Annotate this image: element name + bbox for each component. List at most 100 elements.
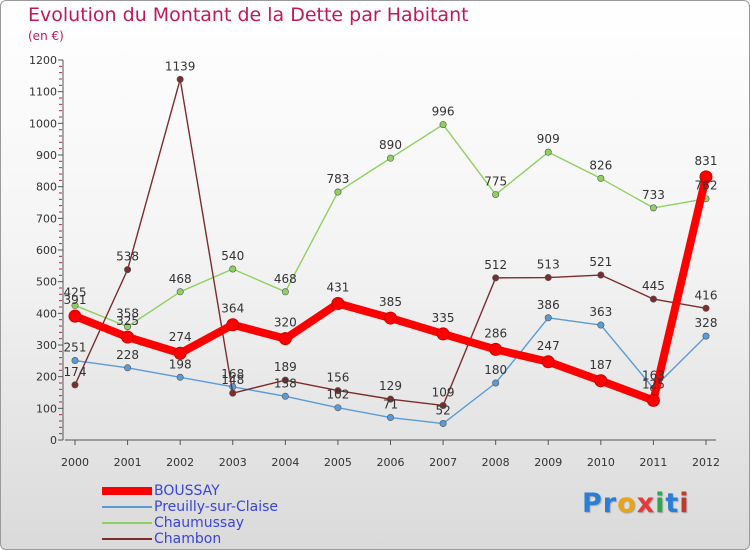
data-label: 156 xyxy=(326,371,349,385)
x-tick-label: 2009 xyxy=(534,456,562,469)
x-tick-label: 2005 xyxy=(324,456,352,469)
data-label: 996 xyxy=(432,105,455,119)
y-tick-label: 400 xyxy=(36,307,57,320)
data-label: 468 xyxy=(274,272,297,286)
x-tick-label: 2003 xyxy=(219,456,247,469)
data-label: 386 xyxy=(537,298,560,312)
data-point xyxy=(281,376,289,384)
legend-label: Chaumussay xyxy=(154,515,245,531)
data-label: 358 xyxy=(116,307,139,321)
chart-subtitle: (en €) xyxy=(28,29,64,43)
x-tick-label: 2007 xyxy=(429,456,457,469)
data-point xyxy=(699,170,713,184)
x-tick-label: 2010 xyxy=(587,456,615,469)
data-label: 826 xyxy=(589,158,612,172)
y-tick-label: 700 xyxy=(36,212,57,225)
data-label: 320 xyxy=(274,316,297,330)
data-label: 385 xyxy=(379,295,402,309)
data-point xyxy=(278,332,292,346)
data-point xyxy=(702,332,710,340)
data-label: 775 xyxy=(484,175,507,189)
data-label: 831 xyxy=(695,154,718,168)
x-tick-label: 2004 xyxy=(271,456,299,469)
legend-label: Chambon xyxy=(154,531,222,547)
data-label: 468 xyxy=(169,272,192,286)
y-tick-label: 600 xyxy=(36,244,57,257)
data-point xyxy=(544,274,552,282)
data-point xyxy=(124,323,132,331)
data-label: 109 xyxy=(432,385,455,399)
proxiti-logo: Proxiti xyxy=(582,488,690,519)
data-label: 125 xyxy=(642,377,665,391)
data-label: 890 xyxy=(379,138,402,152)
data-label: 445 xyxy=(642,279,665,293)
data-point xyxy=(489,342,503,356)
data-point xyxy=(229,265,237,273)
data-label: 52 xyxy=(435,404,450,418)
chart-legend: BOUSSAY Preuilly-sur-Claise Chaumussay Cham… xyxy=(102,483,362,547)
data-label: 762 xyxy=(695,179,718,193)
data-point xyxy=(121,330,135,344)
data-point xyxy=(386,414,394,422)
data-point xyxy=(384,311,397,325)
data-label: 540 xyxy=(221,249,244,263)
x-tick-label: 2001 xyxy=(114,456,142,469)
data-point xyxy=(439,420,447,428)
data-point xyxy=(597,174,605,182)
data-point xyxy=(281,392,289,400)
data-point xyxy=(541,355,555,369)
data-label: 148 xyxy=(221,373,244,387)
data-point xyxy=(492,191,500,199)
data-label: 328 xyxy=(695,316,718,330)
data-label: 538 xyxy=(116,250,139,264)
data-label: 431 xyxy=(326,281,349,295)
data-point xyxy=(597,271,605,279)
x-tick-label: 2008 xyxy=(482,456,510,469)
y-tick-label: 1100 xyxy=(29,86,57,99)
data-label: 513 xyxy=(537,258,560,272)
data-point xyxy=(71,381,79,389)
x-tick-label: 2000 xyxy=(61,456,89,469)
data-label: 228 xyxy=(116,348,139,362)
legend-item: Preuilly-sur-Claise xyxy=(102,499,362,515)
data-point xyxy=(646,393,660,407)
legend-swatch xyxy=(102,506,152,508)
data-point xyxy=(226,318,240,332)
data-point xyxy=(386,154,394,162)
legend-item: BOUSSAY xyxy=(102,483,362,499)
data-label: 1139 xyxy=(165,59,196,73)
data-label: 187 xyxy=(589,358,612,372)
data-label: 174 xyxy=(64,365,87,379)
x-tick-label: 2012 xyxy=(692,456,720,469)
x-tick-label: 2011 xyxy=(639,456,667,469)
legend-swatch xyxy=(102,538,152,540)
legend-label: Preuilly-sur-Claise xyxy=(154,499,279,515)
data-point xyxy=(176,288,184,296)
legend-label: BOUSSAY xyxy=(154,483,220,499)
legend-item: Chambon xyxy=(102,531,362,547)
data-point xyxy=(124,364,132,372)
data-label: 733 xyxy=(642,188,665,202)
data-point xyxy=(229,389,237,397)
data-point xyxy=(386,395,394,403)
data-label: 71 xyxy=(383,398,398,412)
y-tick-label: 300 xyxy=(36,339,57,352)
data-point xyxy=(649,204,657,212)
data-label: 198 xyxy=(169,357,192,371)
data-label: 512 xyxy=(484,258,507,272)
data-label: 274 xyxy=(169,330,192,344)
data-point xyxy=(439,121,447,129)
data-label: 364 xyxy=(221,302,244,316)
data-point xyxy=(334,387,342,395)
data-point xyxy=(71,301,79,309)
y-tick-label: 0 xyxy=(50,434,57,447)
data-point xyxy=(331,297,345,311)
data-label: 909 xyxy=(537,132,560,146)
data-point xyxy=(544,314,552,322)
data-label: 335 xyxy=(432,311,455,325)
x-tick-label: 2002 xyxy=(166,456,194,469)
data-label: 168 xyxy=(221,367,244,381)
data-point xyxy=(176,75,184,83)
data-point xyxy=(68,309,82,323)
